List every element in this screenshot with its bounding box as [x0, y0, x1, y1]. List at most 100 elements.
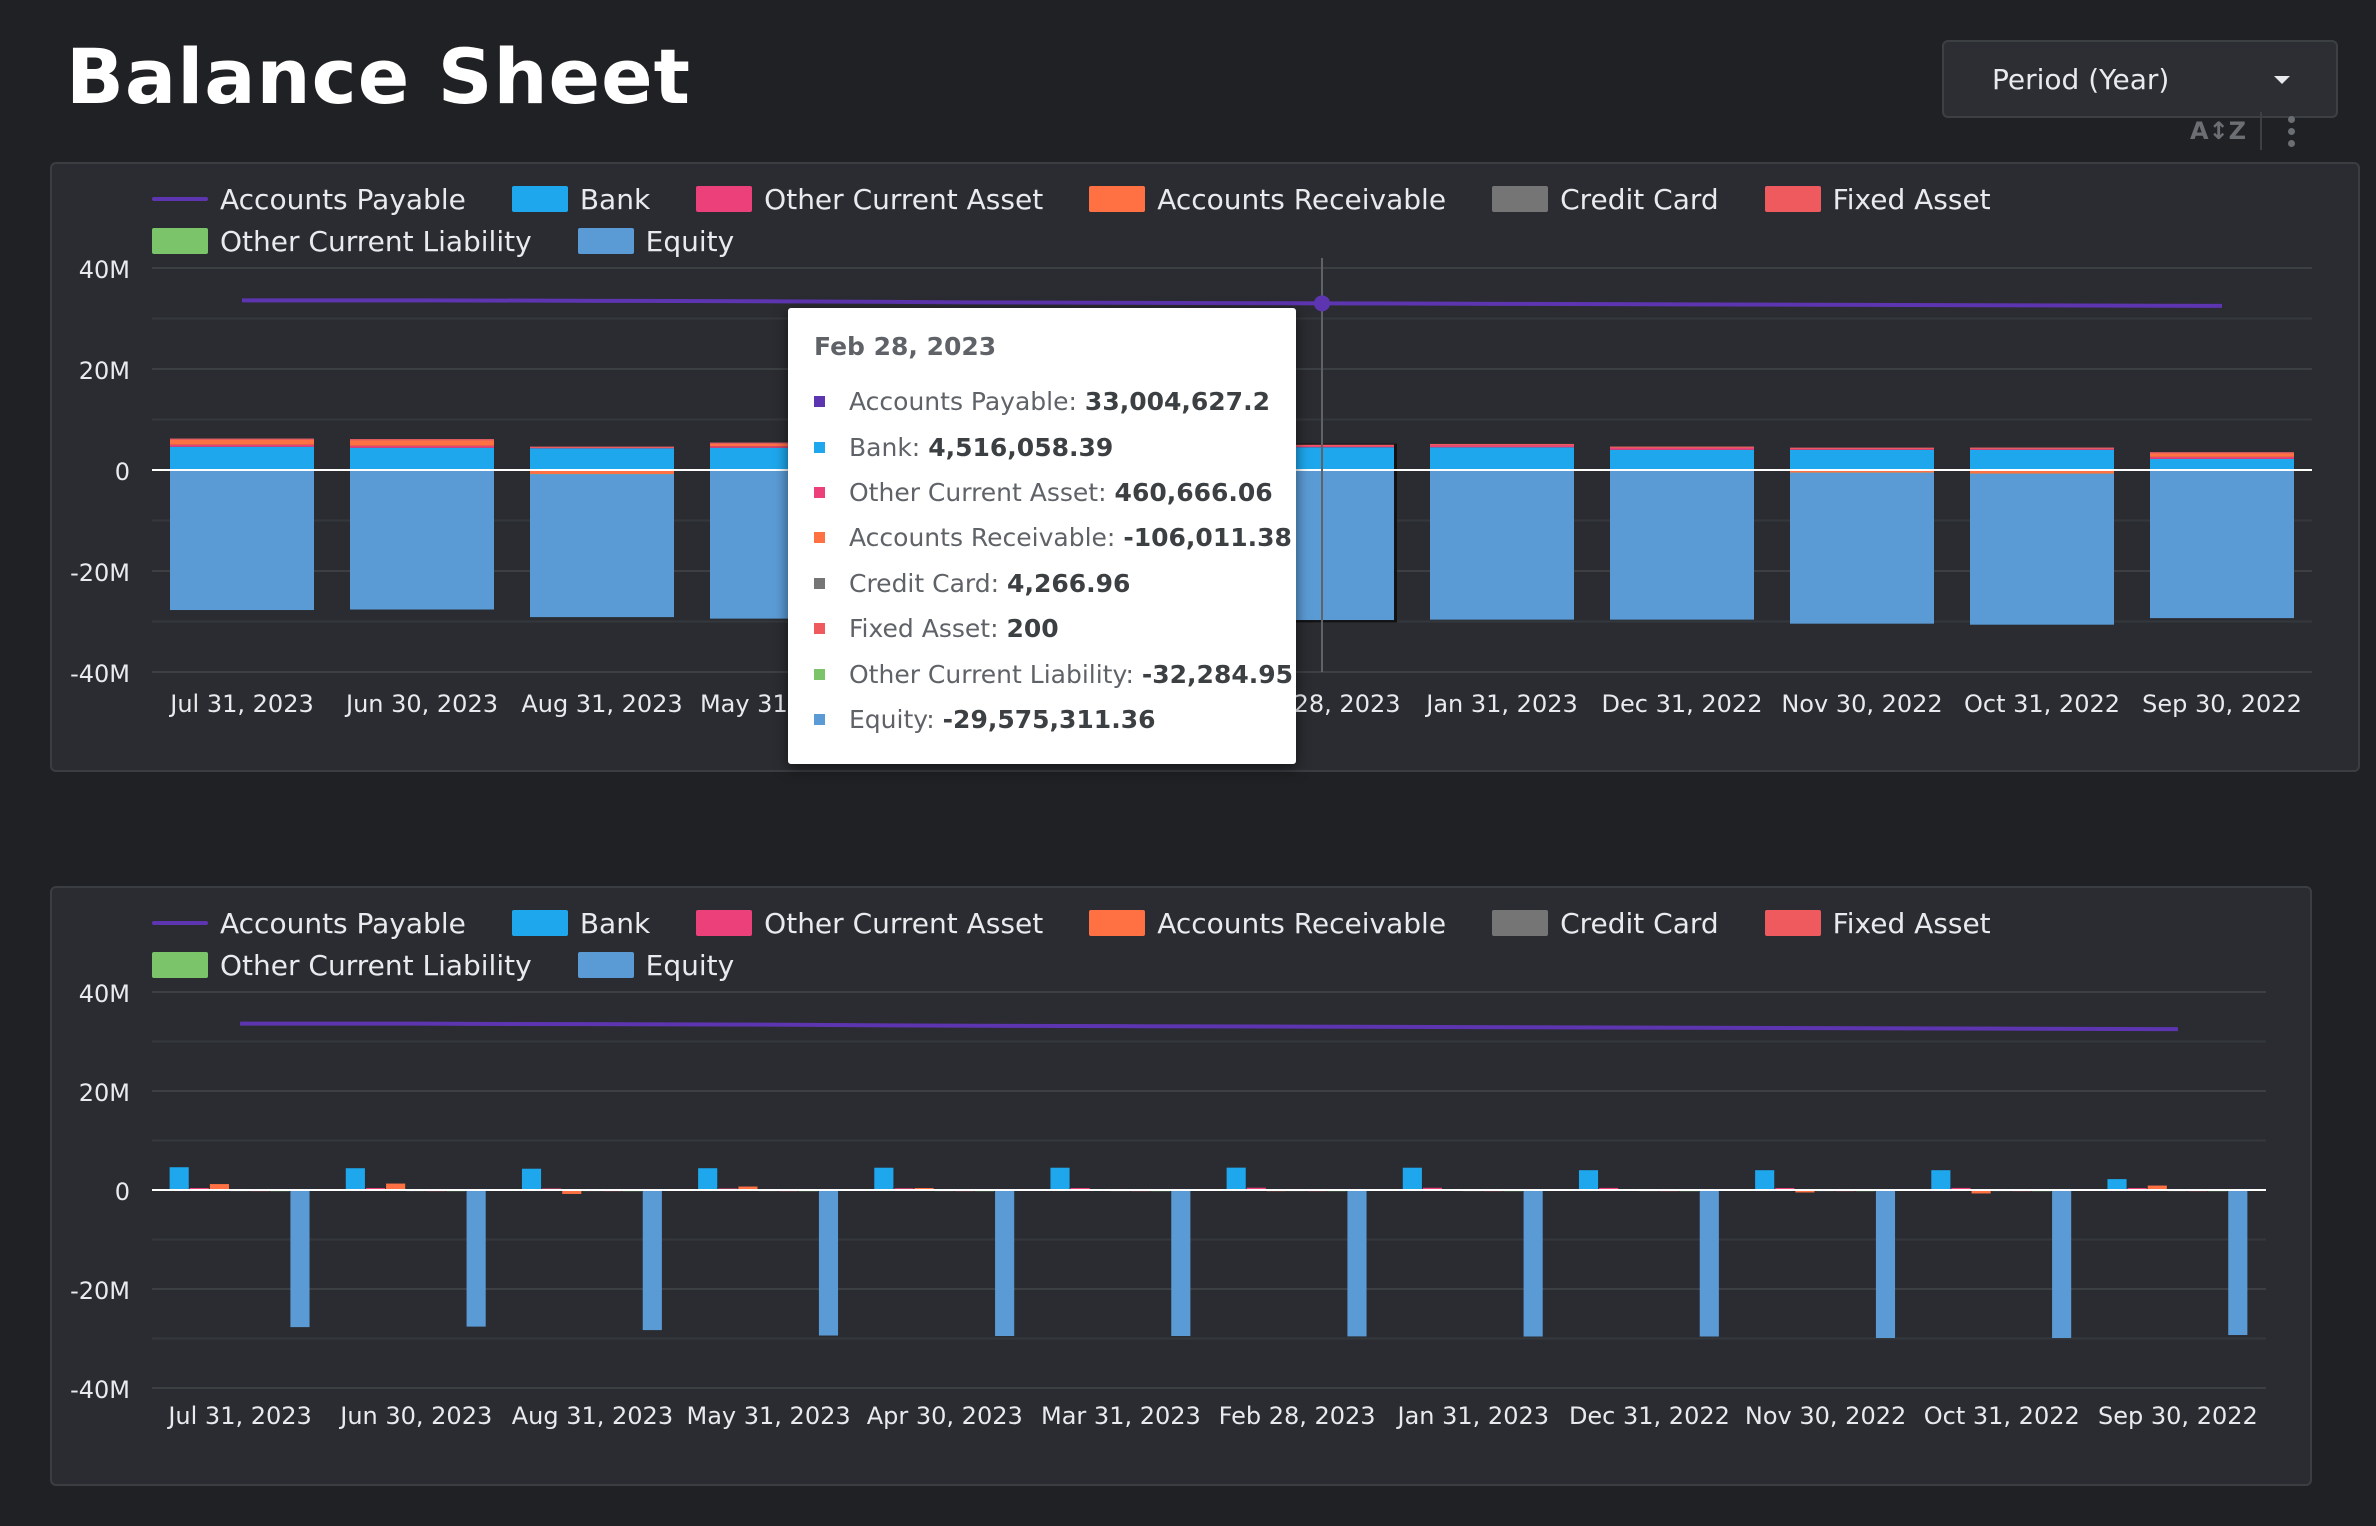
bar-accounts-receivable[interactable] [170, 438, 314, 445]
bar-equity[interactable] [1970, 473, 2114, 625]
bar-equity[interactable] [2150, 470, 2294, 619]
legend-item-other-current-liability[interactable]: Other Current Liability [152, 224, 532, 258]
grouped-bar-chart[interactable]: 40M 20M 0 -20M -40M Jul 31, 2023 Jun 30, 2023 A… [52, 888, 2310, 1484]
bar-other-current-asset[interactable] [2150, 456, 2294, 459]
bar-fixed-asset[interactable] [1790, 447, 1934, 449]
stacked-bar-chart[interactable]: 40M 20M 0 -20M -40M Jul 31, 2023 Jun 30, 2023 A… [52, 164, 2358, 770]
bar-equity[interactable] [2052, 1190, 2072, 1339]
bar-bank[interactable] [530, 448, 674, 470]
bar-bank[interactable] [521, 1168, 542, 1190]
legend-item-bank[interactable]: Bank [511, 182, 650, 216]
bar-other-current-asset[interactable] [1610, 447, 1754, 450]
bar-bank[interactable] [170, 446, 314, 470]
bar-equity[interactable] [2228, 1190, 2248, 1336]
bar-equity[interactable] [1523, 1190, 1543, 1337]
bar-bank[interactable] [1578, 1170, 1599, 1190]
bar-accounts-receivable[interactable] [1970, 470, 2114, 474]
bar-other-current-asset[interactable] [350, 445, 494, 448]
legend-item-accounts-receivable[interactable]: Accounts Receivable [1089, 182, 1446, 216]
bar-fixed-asset[interactable] [2150, 452, 2294, 454]
legend-item-bank[interactable]: Bank [511, 906, 650, 940]
bar-bank[interactable] [1402, 1167, 1422, 1190]
more-vert-icon[interactable] [2288, 115, 2295, 147]
bar-equity[interactable] [1430, 470, 1574, 620]
period-dropdown-label: Period (Year) [1992, 62, 2170, 96]
bar-fixed-asset[interactable] [170, 438, 314, 440]
bar-other-current-asset[interactable] [1246, 1187, 1266, 1190]
legend-item-equity[interactable]: Equity [577, 224, 734, 258]
hover-point[interactable] [1314, 295, 1330, 312]
bar-bank[interactable] [874, 1167, 894, 1190]
bar-equity[interactable] [1790, 472, 1934, 624]
bar-bank[interactable] [2107, 1179, 2127, 1190]
legend-item-equity[interactable]: Equity [577, 948, 734, 982]
bar-equity[interactable] [1875, 1190, 1896, 1339]
bar-equity[interactable] [1171, 1190, 1191, 1337]
bar-equity[interactable] [995, 1190, 1015, 1337]
bar-equity[interactable] [1610, 470, 1754, 620]
legend-item-fixed-asset[interactable]: Fixed Asset [1764, 182, 1991, 216]
period-dropdown[interactable]: Period (Year) [1942, 40, 2338, 118]
bar-accounts-receivable[interactable] [386, 1183, 406, 1190]
bar-other-current-asset[interactable] [1422, 1187, 1443, 1190]
line-accounts-payable[interactable] [240, 1021, 2178, 1032]
bar-bank[interactable] [345, 1168, 365, 1190]
bar-other-current-asset[interactable] [1430, 445, 1574, 448]
bar-bank[interactable] [1430, 447, 1574, 470]
bar-bank[interactable] [1226, 1167, 1246, 1190]
bar-bank[interactable] [1755, 1170, 1775, 1190]
legend-item-other-current-liability[interactable]: Other Current Liability [152, 948, 532, 982]
line-accounts-payable[interactable] [242, 298, 2223, 308]
bar-accounts-receivable[interactable] [1971, 1190, 1991, 1194]
bar-bank[interactable] [169, 1167, 189, 1190]
bar-fixed-asset[interactable] [1970, 447, 2114, 449]
bar-equity[interactable] [1699, 1190, 1719, 1337]
bar-equity[interactable] [818, 1190, 839, 1336]
bar-equity[interactable] [290, 1190, 310, 1328]
sort-az-icon[interactable]: A↕Z [2190, 117, 2247, 145]
bar-fixed-asset[interactable] [1430, 443, 1574, 446]
bar-bank[interactable] [1790, 449, 1934, 470]
legend-item-fixed-asset[interactable]: Fixed Asset [1764, 906, 1991, 940]
bar-accounts-receivable[interactable] [350, 439, 494, 446]
bar-equity[interactable] [350, 470, 494, 610]
legend-item-credit-card[interactable]: Credit Card [1492, 906, 1719, 940]
x-tick-label: Nov 30, 2022 [1745, 1402, 1906, 1430]
bar-bank[interactable] [1610, 449, 1754, 470]
bar-accounts-receivable[interactable] [209, 1184, 230, 1190]
bar-equity[interactable] [466, 1190, 486, 1327]
bar-other-current-asset[interactable] [170, 444, 314, 447]
bar-fixed-asset[interactable] [1610, 446, 1754, 448]
bar-equity[interactable] [530, 474, 674, 618]
bar-bank[interactable] [2150, 458, 2294, 470]
bar-fixed-asset[interactable] [710, 442, 854, 444]
bar-fixed-asset[interactable] [530, 446, 674, 448]
bar-accounts-receivable[interactable] [1795, 1190, 1815, 1193]
tooltip-swatch [814, 396, 825, 408]
bar-fixed-asset[interactable] [350, 439, 494, 441]
bar-accounts-receivable[interactable] [2147, 1185, 2167, 1190]
bar-bank[interactable] [350, 447, 494, 470]
bar-accounts-receivable[interactable] [530, 470, 674, 475]
bar-bank[interactable] [1050, 1167, 1070, 1190]
bar-accounts-receivable[interactable] [710, 442, 854, 447]
bar-equity[interactable] [1347, 1190, 1367, 1337]
bar-other-current-asset[interactable] [1951, 1187, 1971, 1190]
legend-item-accounts-payable[interactable]: Accounts Payable [152, 906, 466, 940]
bar-bank[interactable] [698, 1168, 718, 1190]
legend-item-accounts-payable[interactable]: Accounts Payable [152, 182, 466, 216]
bar-bank[interactable] [1931, 1170, 1951, 1190]
legend-item-other-current-asset[interactable]: Other Current Asset [696, 906, 1043, 940]
bar-accounts-receivable[interactable] [1790, 470, 1934, 473]
bar-other-current-asset[interactable] [1599, 1187, 1619, 1190]
bar-bank[interactable] [1970, 449, 2114, 470]
bar-accounts-receivable[interactable] [2150, 452, 2294, 457]
bar-other-current-asset[interactable] [710, 446, 854, 448]
bar-equity[interactable] [642, 1190, 662, 1331]
bar-accounts-receivable[interactable] [562, 1190, 582, 1194]
bar-accounts-receivable[interactable] [738, 1186, 758, 1190]
legend-item-other-current-asset[interactable]: Other Current Asset [696, 182, 1043, 216]
legend-item-accounts-receivable[interactable]: Accounts Receivable [1089, 906, 1446, 940]
legend-item-credit-card[interactable]: Credit Card [1492, 182, 1719, 216]
bar-equity[interactable] [170, 470, 314, 611]
